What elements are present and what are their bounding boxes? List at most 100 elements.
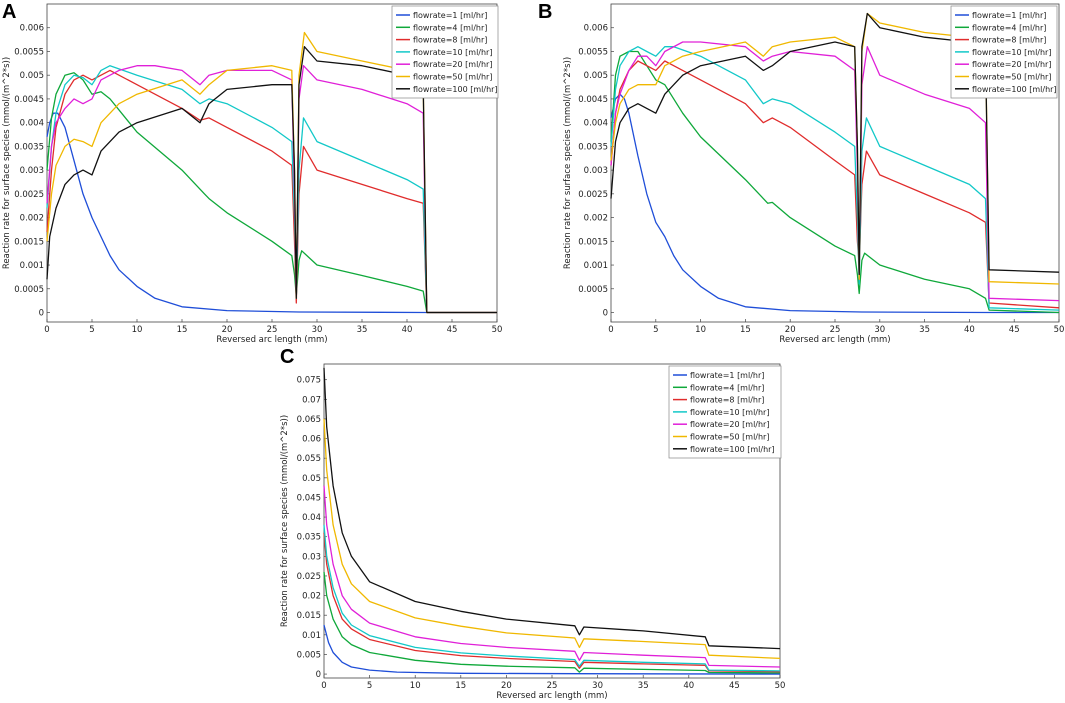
series-line-b-3 [610,60,1060,309]
y-tick-label: 0.05 [302,474,321,484]
legend-label: flowrate=4 [ml/hr] [972,23,1046,32]
x-axis-title: Reversed arc length (mm) [216,335,327,345]
x-tick-label: 35 [919,325,930,335]
legend-label: flowrate=10 [ml/hr] [690,408,769,417]
x-tick-label: 5 [89,325,94,335]
y-tick-label: 0.03 [302,552,321,562]
y-tick-label: 0 [316,670,321,680]
y-tick-label: 0.0015 [14,237,44,247]
chart-panel-b: 0 5 10 15 20 25 30 35 40 45 50 0 0.0005 0.001 0.0015 0.… [538,0,1065,345]
series-line-c-1 [323,624,781,675]
x-tick-label: 0 [321,681,326,691]
x-tick-label: 10 [695,325,706,335]
legend-label: flowrate=100 [ml/hr] [972,85,1057,94]
x-tick-label: 20 [785,325,796,335]
y-axis-title: Reaction rate for surface species (mmol/… [280,415,290,627]
y-tick-label: 0.0055 [14,47,44,57]
x-tick-label: 50 [775,681,786,691]
x-axis-title: Reversed arc length (mm) [496,691,607,701]
legend-label: flowrate=8 [ml/hr] [413,36,487,45]
x-tick-label: 15 [740,325,751,335]
x-tick-label: 25 [267,325,278,335]
legend-label: flowrate=10 [ml/hr] [972,48,1051,57]
x-tick-label: 40 [683,681,694,691]
y-tick-label: 0.005 [297,650,321,660]
series-line-c-3 [323,532,781,673]
series-line-b-6 [610,12,1060,285]
series-line-c-5 [323,485,781,668]
y-tick-label: 0.002 [584,214,608,224]
y-axis-title: Reaction rate for surface species (mmol/… [2,57,12,269]
y-tick-label: 0.015 [297,611,321,621]
series-line-c-2 [323,571,781,674]
series-line-a-3 [46,69,497,314]
y-tick-label: 0.0015 [578,237,608,247]
legend-label: flowrate=100 [ml/hr] [413,85,498,94]
panel-label-a: A [2,1,17,23]
y-tick-label: 0.0045 [14,95,44,105]
x-tick-label: 25 [547,681,558,691]
y-tick-label: 0 [39,309,44,319]
x-tick-label: 0 [608,325,613,335]
y-tick-label: 0.0045 [578,95,608,105]
y-tick-label: 0.055 [297,454,321,464]
panel-label-b: B [538,1,553,23]
series-line-b-5 [610,41,1060,302]
legend-label: flowrate=20 [ml/hr] [413,60,492,69]
y-axis-title: Reaction rate for surface species (mmol/… [563,57,573,269]
y-tick-label: 0.003 [20,166,44,176]
y-tick-label: 0.005 [20,71,44,81]
x-tick-label: 35 [638,681,649,691]
x-tick-label: 45 [447,325,458,335]
legend-label: flowrate=8 [ml/hr] [690,396,764,405]
x-tick-label: 45 [729,681,740,691]
x-tick-label: 15 [177,325,188,335]
legend-label: flowrate=100 [ml/hr] [690,445,775,454]
series-line-b-7 [610,12,1060,276]
y-tick-label: 0.025 [297,572,321,582]
y-tick-label: 0.001 [584,261,608,271]
chart-b-svg: 0 5 10 15 20 25 30 35 40 45 50 0 0.0005 0.001 0.0015 0.… [563,3,1065,345]
legend-label: flowrate=4 [ml/hr] [690,383,764,392]
x-tick-label: 5 [653,325,658,335]
x-tick-label: 10 [132,325,143,335]
x-tick-label: 25 [830,325,841,335]
y-tick-label: 0.01 [302,631,321,641]
x-tick-label: 5 [367,681,372,691]
legend-label: flowrate=20 [ml/hr] [690,420,769,429]
x-tick-label: 20 [222,325,233,335]
series-line-a-2 [46,72,497,314]
series-line-a-5 [46,65,497,314]
x-tick-label: 30 [874,325,885,335]
legend-box-a [391,5,499,99]
legend-label: flowrate=1 [ml/hr] [413,11,487,20]
chart-panel-a: 0 5 10 15 20 25 30 35 40 45 50 0 0.0005 0.001 0.0015 0.… [0,0,530,345]
y-tick-label: 0.02 [302,592,321,602]
legend-label: flowrate=50 [ml/hr] [413,73,492,82]
y-tick-label: 0.006 [20,24,44,34]
x-tick-label: 50 [492,325,503,335]
x-tick-label: 35 [357,325,368,335]
series-line-c-4 [323,524,781,672]
x-tick-label: 50 [1054,325,1065,335]
x-tick-label: 40 [402,325,413,335]
y-tick-label: 0.004 [584,119,608,129]
y-tick-label: 0.0035 [14,142,44,152]
legend-label: flowrate=8 [ml/hr] [972,36,1046,45]
series-line-a-7 [46,46,497,314]
chart-c-svg: 0 5 10 15 20 25 30 35 40 45 50 0 0.005 0.01 0.015 0.02 0… [280,363,786,701]
y-tick-label: 0 [603,309,608,319]
x-tick-label: 30 [312,325,323,335]
y-tick-label: 0.04 [302,513,321,523]
panel-label-c: C [280,346,295,368]
y-tick-label: 0.0005 [578,285,608,295]
series-line-a-6 [46,31,497,314]
legend-label: flowrate=4 [ml/hr] [413,23,487,32]
y-tick-label: 0.003 [584,166,608,176]
y-tick-label: 0.004 [20,119,44,129]
y-tick-label: 0.0025 [578,190,608,200]
legend-label: flowrate=10 [ml/hr] [413,48,492,57]
y-tick-label: 0.005 [584,71,608,81]
series-line-c-7 [323,367,781,650]
y-tick-label: 0.001 [20,261,44,271]
